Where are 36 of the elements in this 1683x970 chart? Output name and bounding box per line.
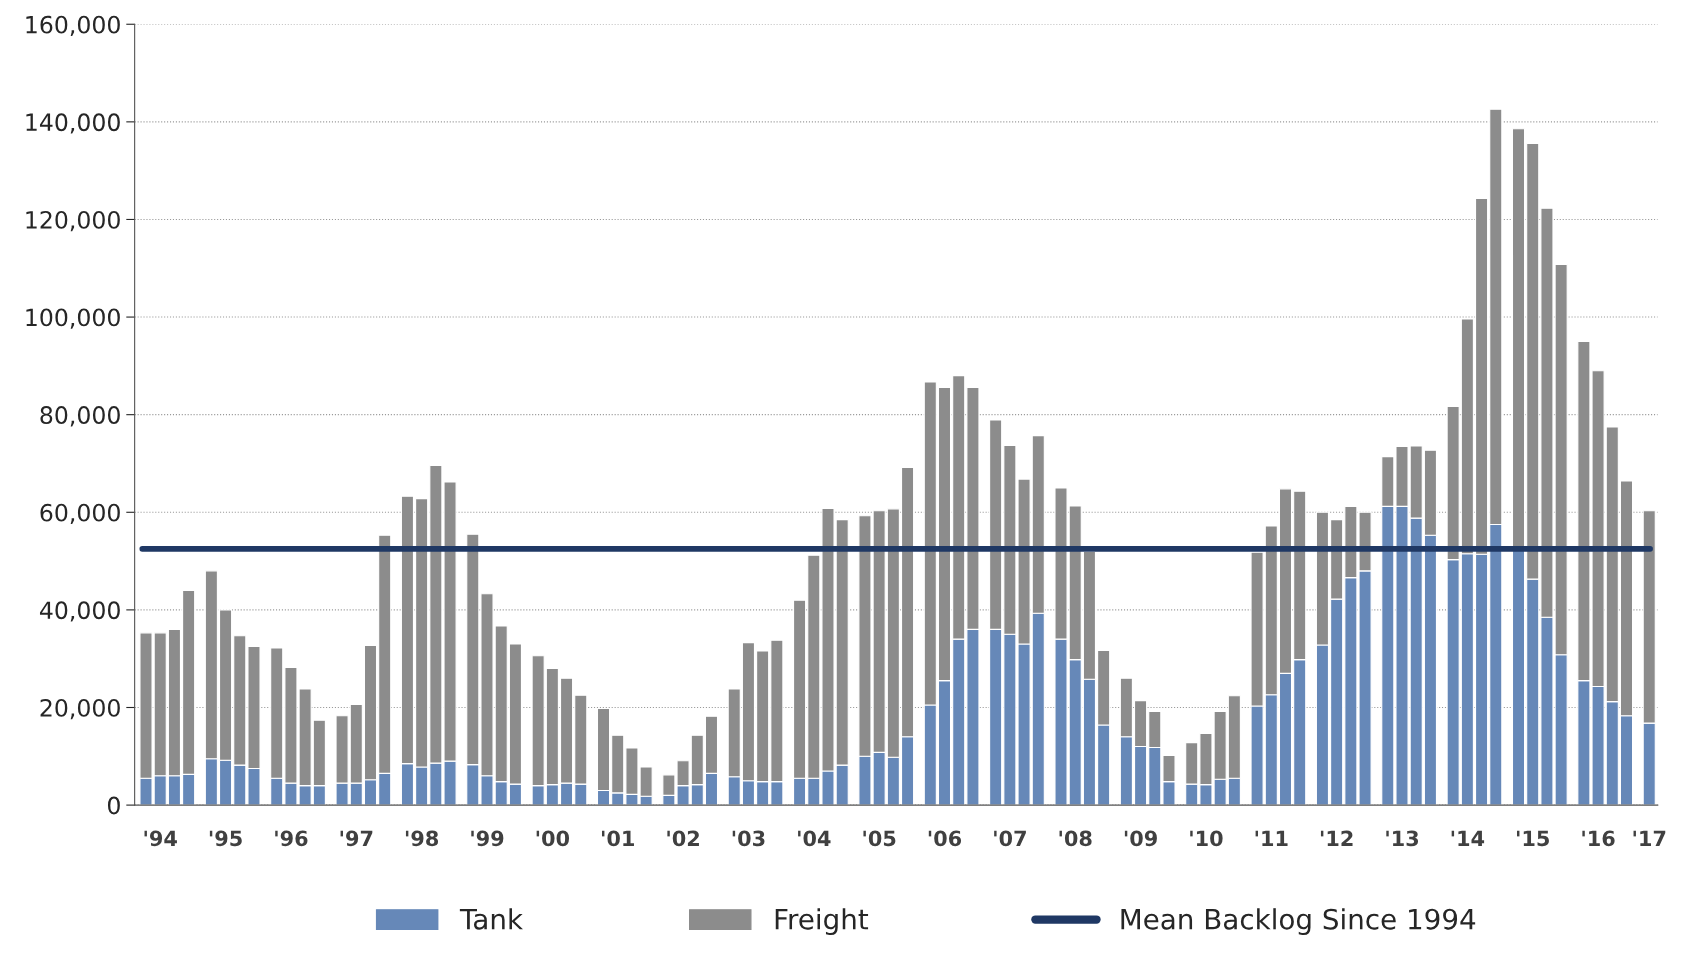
x-tick-label: '02 [667,830,699,847]
x-tick-label: '11 [1255,830,1288,846]
x-tick-label: '08 [1059,830,1092,847]
legend-label: Freight [775,908,869,936]
x-tick-label: '00 [536,830,570,847]
x-tick-label: '01 [602,830,634,847]
x-tick-label: '95 [209,830,242,847]
y-tick-label: 40,000 [39,601,120,622]
x-tick-label: '10 [1190,830,1223,847]
x-tick-label: '06 [928,830,962,847]
x-tick-label: '15 [1517,830,1549,847]
y-tick-label: 60,000 [40,503,120,524]
y-tick-label: 160,000 [26,15,120,36]
x-tick-label: '09 [1124,830,1157,847]
x-tick-label: '98 [405,830,439,847]
x-tick-label: '04 [798,830,831,847]
y-tick-label: 0 [107,796,120,815]
y-tick-label: 80,000 [40,406,120,427]
x-tick-label: '99 [471,830,504,847]
x-tick-label: '03 [732,830,765,847]
x-tick-label: '96 [275,830,308,847]
legend-label: Tank [459,908,523,930]
x-tick-label: '12 [1320,830,1353,846]
x-tick-label: '14 [1451,830,1485,846]
x-tick-label: '05 [863,830,896,847]
y-tick-label: 140,000 [26,113,120,134]
x-tick-label: '16 [1582,830,1615,847]
x-tick-label: '13 [1386,830,1419,847]
y-tick-label: 100,000 [26,308,120,329]
x-tick-label: '07 [994,830,1026,847]
x-tick-label: '17 [1633,830,1666,846]
x-tick-label: '94 [144,830,177,847]
x-tick-label: '97 [340,830,373,847]
legend-label: Mean Backlog Since 1994 [1121,908,1476,936]
y-tick-label: 20,000 [40,698,120,720]
y-tick-label: 120,000 [26,210,120,232]
